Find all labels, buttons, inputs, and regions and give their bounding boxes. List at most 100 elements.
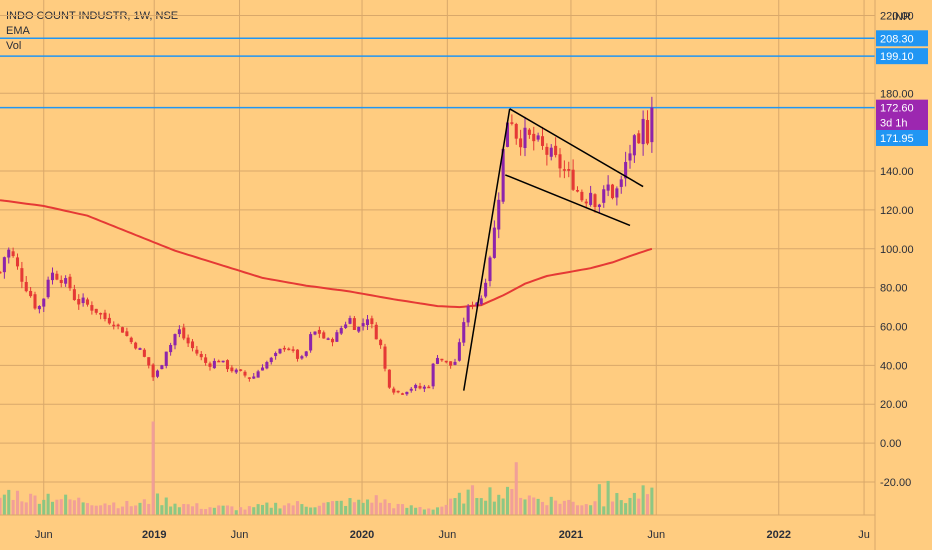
candle-body (352, 318, 356, 330)
candle-body (545, 146, 549, 155)
candle-body (221, 360, 225, 363)
candle-body (24, 281, 28, 292)
volume-bar (42, 499, 46, 515)
candle-body (107, 317, 111, 324)
ema-indicator-label[interactable]: EMA (6, 25, 30, 37)
volume-bar (125, 500, 129, 515)
candle-body (278, 348, 282, 354)
y-tick-label: 40.00 (880, 360, 908, 372)
candle-body (129, 337, 133, 343)
volume-bar (405, 507, 409, 515)
volume-bar (265, 502, 269, 515)
ema-line (0, 199, 653, 309)
volume-bar (177, 507, 181, 515)
candle-body (138, 348, 142, 350)
volume-bar (335, 500, 339, 515)
volume-bar (190, 506, 195, 515)
candle-body (72, 289, 76, 301)
candle-body (77, 299, 81, 305)
candle-body (295, 349, 300, 359)
level-tag-208-bg (876, 30, 928, 47)
trend-line[interactable] (509, 108, 644, 188)
candle-body (440, 358, 444, 361)
candle-body (392, 388, 396, 393)
volume-bar (24, 502, 28, 515)
volume-indicator-label[interactable]: Vol (6, 40, 22, 52)
y-tick-label: 20.00 (880, 399, 908, 411)
candle-body (195, 349, 199, 354)
volume-bar (304, 506, 308, 515)
volume-bar (615, 493, 619, 515)
volume-bar (278, 508, 282, 515)
volume-bar (589, 505, 593, 515)
candle-body (645, 120, 650, 144)
volume-bar (414, 507, 418, 515)
volume-bar (645, 494, 650, 515)
volume-bar (247, 506, 251, 515)
prev-close-tag[interactable]: 171.95 (880, 133, 914, 145)
candle-body (94, 308, 98, 313)
last-price-tag[interactable]: 172.60 (880, 103, 914, 115)
candle-body (501, 148, 505, 202)
volume-bar (567, 499, 571, 515)
volume-bar (453, 498, 457, 515)
currency-label: INR (892, 11, 911, 23)
volume-bar (186, 504, 190, 515)
volume-bar (479, 498, 483, 515)
candle-body (42, 298, 46, 307)
candle-body (615, 188, 619, 198)
volume-bar (435, 507, 440, 515)
candle-body (151, 364, 155, 378)
candle-body (466, 306, 470, 323)
candle-body (344, 324, 348, 328)
candle-body (204, 357, 208, 363)
level-tag-208[interactable]: 208.30 (880, 33, 914, 45)
candle-body (497, 199, 501, 230)
volume-bar (90, 505, 94, 515)
candle-body (269, 357, 273, 363)
candle-body (650, 107, 654, 143)
level-tag-199[interactable]: 199.10 (880, 51, 914, 63)
volume-bar (85, 503, 90, 515)
volume-bar (116, 508, 120, 515)
candle-body (475, 302, 479, 306)
volume-bar (501, 498, 505, 515)
candle-body (597, 204, 601, 208)
volume-bar (173, 503, 177, 515)
candle-body (239, 369, 243, 371)
candle-body (15, 257, 20, 267)
candle-body (90, 305, 94, 311)
candle-body (274, 352, 278, 357)
candle-body (444, 360, 448, 363)
volume-bar (33, 495, 37, 515)
volume-bar (195, 503, 199, 515)
volume-bar (558, 503, 562, 515)
volume-bar (488, 487, 492, 515)
candle-body (103, 312, 107, 320)
volume-bar (269, 507, 273, 515)
trend-line[interactable] (463, 108, 511, 391)
candle-body (405, 391, 409, 395)
volume-bar (523, 499, 527, 515)
volume-bar (510, 489, 514, 515)
y-tick-label: 60.00 (880, 321, 908, 333)
candle-body (422, 386, 426, 389)
candle-body (208, 363, 212, 367)
volume-bar (431, 509, 435, 515)
trend-line[interactable] (505, 174, 631, 227)
prev-close-tag-bg (876, 129, 928, 146)
volume-bar (256, 504, 260, 515)
volume-bar (418, 507, 422, 515)
volume-bar (155, 493, 160, 515)
volume-bar (549, 496, 553, 515)
candle-body (523, 127, 527, 148)
candle-body (99, 313, 103, 315)
candle-body (414, 384, 418, 389)
volume-bar (151, 421, 155, 515)
volume-bar (322, 502, 326, 515)
level-tag-199-bg (876, 48, 928, 65)
candle-body (418, 385, 422, 389)
volume-bar (545, 505, 549, 515)
candle-body (549, 147, 553, 157)
